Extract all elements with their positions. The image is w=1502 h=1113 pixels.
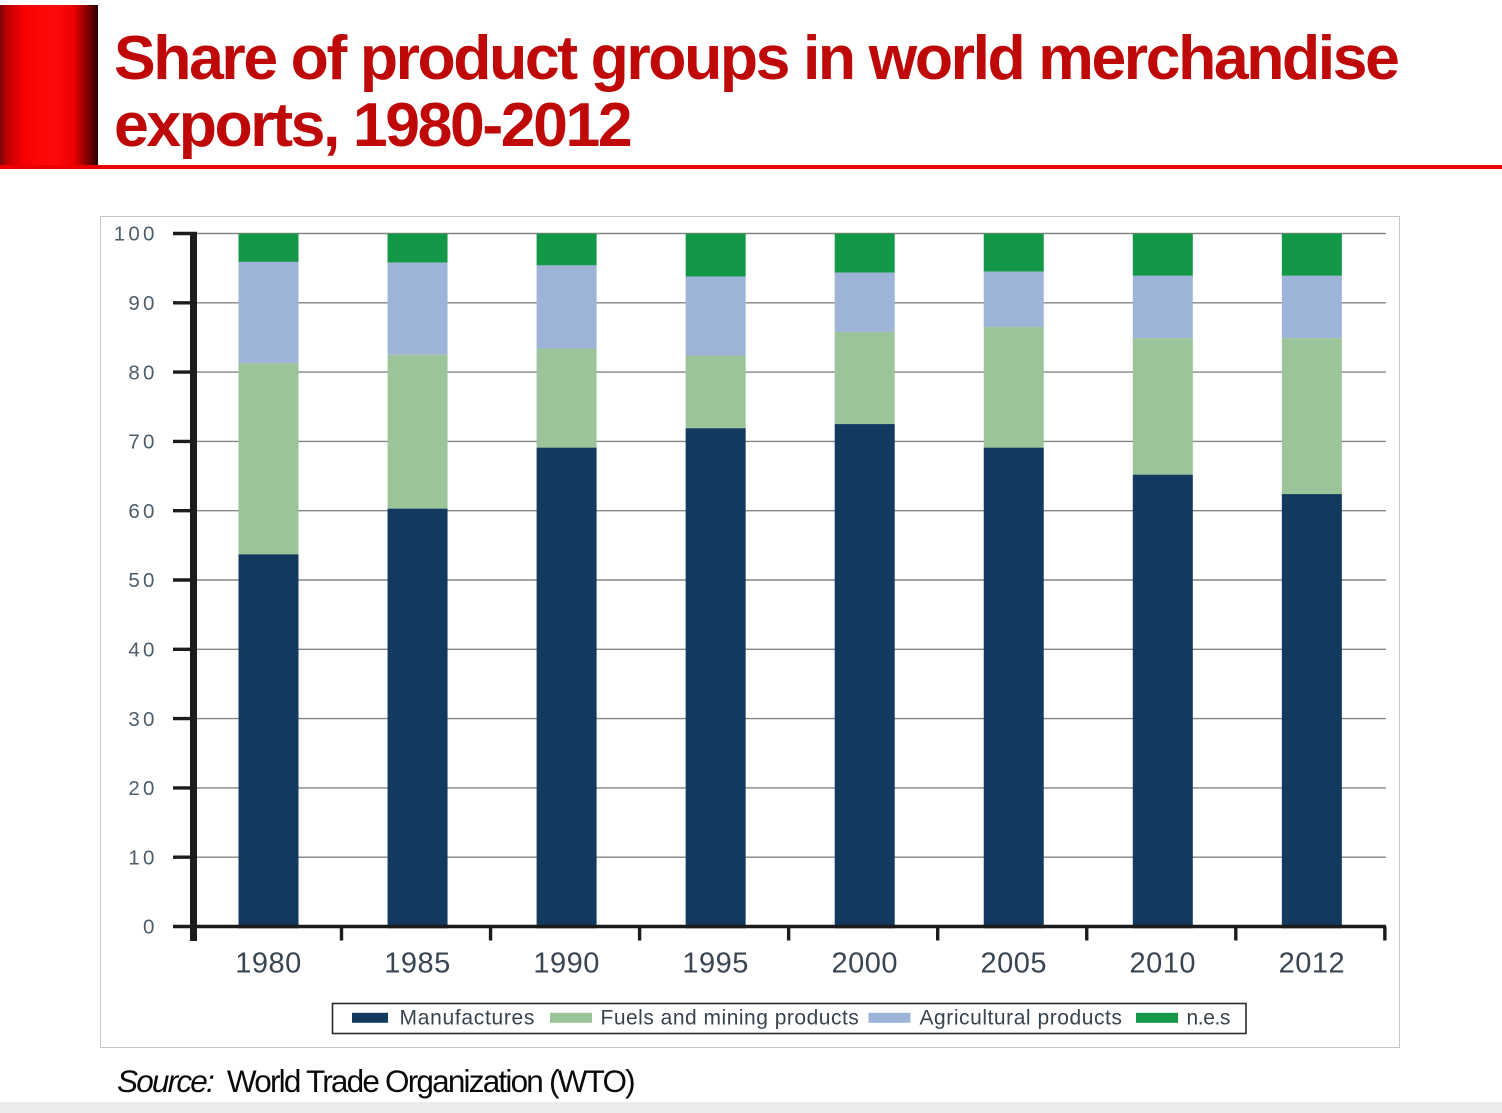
svg-text:90: 90 — [128, 292, 157, 315]
svg-text:Manufactures: Manufactures — [400, 1007, 536, 1030]
svg-text:2005: 2005 — [980, 948, 1047, 980]
svg-text:1980: 1980 — [235, 948, 302, 980]
svg-text:30: 30 — [128, 708, 157, 731]
svg-text:10: 10 — [128, 846, 157, 869]
svg-text:60: 60 — [128, 500, 157, 523]
svg-text:Agricultural products: Agricultural products — [920, 1007, 1123, 1030]
svg-text:20: 20 — [128, 777, 157, 800]
svg-text:1985: 1985 — [384, 948, 451, 980]
svg-text:70: 70 — [128, 431, 157, 454]
svg-text:n.e.s: n.e.s — [1187, 1007, 1231, 1030]
svg-text:50: 50 — [128, 569, 157, 592]
svg-text:1995: 1995 — [682, 948, 749, 980]
svg-text:100: 100 — [114, 223, 158, 246]
svg-text:40: 40 — [128, 639, 157, 662]
svg-text:80: 80 — [128, 361, 157, 384]
svg-text:2010: 2010 — [1130, 948, 1197, 980]
svg-text:2000: 2000 — [831, 948, 898, 980]
svg-text:2012: 2012 — [1279, 948, 1346, 980]
svg-text:Fuels and mining products: Fuels and mining products — [601, 1007, 860, 1030]
svg-text:1990: 1990 — [533, 948, 600, 980]
svg-text:0: 0 — [143, 916, 158, 939]
